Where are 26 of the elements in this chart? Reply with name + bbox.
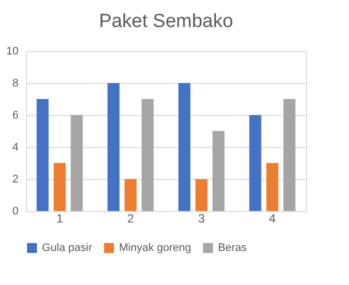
bar [107, 83, 120, 211]
bar [212, 131, 225, 211]
x-tick-label: 2 [127, 212, 134, 226]
bar [178, 83, 190, 211]
y-tick-label: 0 [12, 206, 18, 218]
x-tick-label: 3 [198, 212, 206, 226]
legend-label: Beras [218, 242, 248, 254]
bar [124, 179, 137, 211]
bar [195, 179, 208, 211]
x-tick-label: 1 [56, 212, 64, 226]
legend-label: Gula pasir [42, 242, 92, 254]
bar [142, 99, 154, 211]
y-tick-label: 8 [12, 78, 18, 90]
x-tick-label: 4 [268, 212, 276, 226]
bar [36, 99, 49, 211]
y-tick-label: 4 [12, 142, 18, 154]
bar [70, 115, 83, 211]
bar [266, 163, 278, 211]
y-tick-label: 10 [6, 46, 18, 58]
bar [283, 99, 296, 211]
bar [54, 163, 66, 211]
y-tick-label: 2 [12, 174, 18, 186]
chart-title: Paket Sembako [98, 11, 234, 32]
bar [249, 115, 262, 211]
legend-label: Minyak goreng [119, 242, 192, 254]
y-tick-label: 6 [12, 110, 18, 122]
